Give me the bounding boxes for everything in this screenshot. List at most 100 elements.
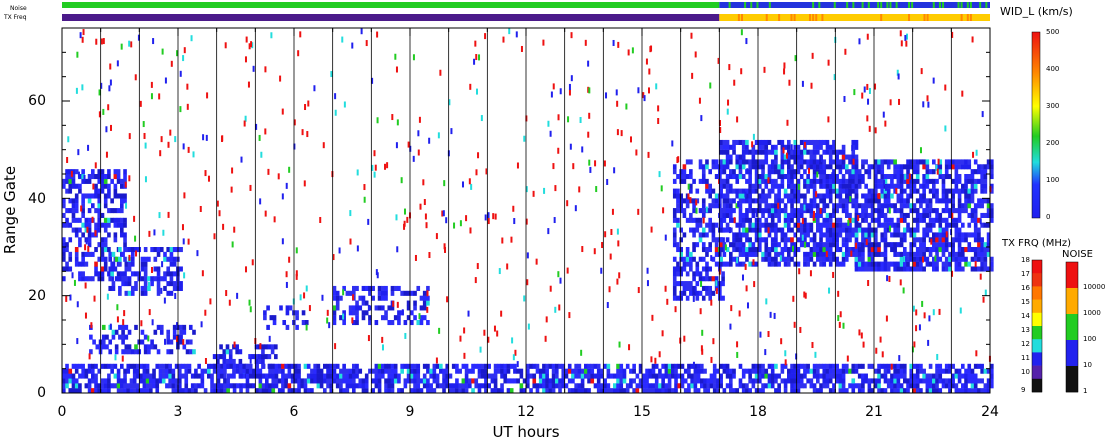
echo-cell [329, 363, 334, 369]
echo-cell [767, 222, 772, 228]
noise-cell [838, 321, 841, 328]
echo-cell [419, 315, 424, 321]
colorbar-width-title: WID_L (km/s) [1000, 5, 1073, 18]
echo-cell [116, 193, 121, 199]
echo-cell [74, 232, 79, 238]
echo-cell [116, 373, 121, 379]
echo-cell [709, 373, 714, 379]
echo-cell [741, 144, 746, 150]
echo-cell [767, 247, 772, 253]
echo-cell [94, 373, 98, 379]
noise-cell [187, 238, 190, 245]
echo-cell [89, 349, 93, 355]
noise-cell [853, 89, 856, 96]
noise-cell [811, 342, 814, 349]
echo-cell [635, 383, 640, 389]
echo-cell [172, 256, 177, 262]
echo-cell [140, 276, 145, 282]
echo-cell [845, 388, 849, 394]
echo-cell [825, 222, 830, 228]
echo-cell [432, 368, 437, 374]
noise-cell [205, 134, 208, 141]
echo-cell [124, 276, 129, 282]
echo-cell [471, 368, 475, 374]
echo-cell [980, 388, 984, 394]
echo-cell [672, 271, 677, 277]
echo-cell [290, 373, 295, 379]
noise-cell [951, 270, 954, 277]
echo-cell [964, 178, 968, 184]
colorbar-txfreq-tick-14: 14 [1021, 312, 1030, 320]
echo-cell [711, 159, 716, 165]
echo-cell [708, 276, 712, 282]
noise-cell [552, 163, 555, 170]
echo-cell [819, 164, 823, 170]
txfreq-bar-tick [765, 14, 768, 21]
echo-cell [725, 193, 730, 199]
echo-cell [767, 378, 772, 384]
x-tick-label-9: 9 [406, 404, 415, 420]
echo-cell [91, 363, 95, 369]
echo-cell [845, 363, 849, 369]
echo-cell [973, 188, 978, 194]
echo-cell [706, 383, 711, 389]
echo-cell [426, 368, 430, 374]
echo-cell [880, 261, 885, 267]
echo-cell [741, 247, 746, 253]
echo-cell [172, 281, 177, 287]
txfreq-bar-tick [969, 14, 972, 21]
echo-cell [113, 383, 118, 389]
echo-cell [915, 208, 920, 214]
echo-cell [819, 198, 823, 204]
echo-cell [689, 188, 693, 194]
echo-cell [812, 164, 817, 170]
echo-cell [261, 344, 265, 350]
echo-cell [725, 159, 730, 165]
echo-cell [883, 247, 888, 253]
noise-cell [77, 149, 80, 156]
echo-cell [222, 349, 227, 355]
echo-cell [445, 363, 450, 369]
echo-cell [81, 256, 85, 262]
noise-cell [694, 51, 697, 58]
echo-cell [725, 174, 730, 180]
echo-cell [915, 261, 920, 267]
echo-cell [284, 373, 288, 379]
echo-cell [695, 227, 700, 233]
echo-cell [613, 383, 617, 389]
echo-cell [719, 208, 723, 214]
noise-cell [819, 207, 822, 214]
echo-cell [832, 232, 836, 238]
echo-cell [983, 198, 988, 204]
echo-cell [294, 373, 298, 379]
echo-cell [303, 378, 308, 384]
echo-cell [861, 193, 865, 199]
noise-cell [164, 77, 167, 84]
echo-cell [629, 383, 633, 389]
noise-cell [795, 353, 798, 360]
echo-cell [828, 232, 833, 238]
echo-cell [172, 271, 177, 277]
noise-cell [123, 310, 126, 317]
echo-cell [758, 237, 762, 243]
echo-cell [845, 237, 849, 243]
echo-cell [861, 217, 865, 223]
noise-cell [174, 136, 177, 143]
echo-cell [78, 276, 82, 282]
echo-cell [912, 237, 917, 243]
echo-cell [803, 222, 807, 228]
echo-cell [136, 383, 140, 389]
echo-cell [97, 188, 102, 194]
echo-cell [638, 383, 643, 389]
echo-cell [239, 388, 243, 394]
echo-cell [316, 383, 321, 389]
echo-cell [703, 383, 707, 389]
noise-bar-tick [985, 2, 988, 8]
echo-cell [267, 344, 272, 350]
echo-cell [790, 383, 794, 389]
echo-cell [738, 242, 743, 248]
echo-cell [961, 232, 965, 238]
echo-cell [951, 159, 955, 165]
echo-cell [796, 247, 801, 253]
echo-cell [719, 178, 723, 184]
